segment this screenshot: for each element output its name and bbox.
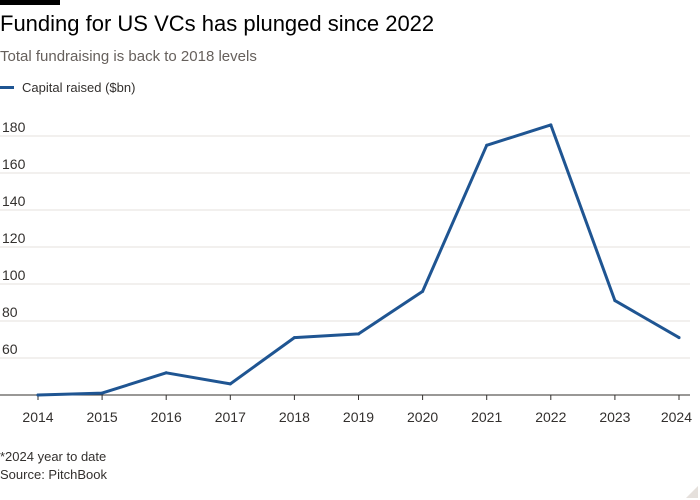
x-tick-label-2017: 2017 — [215, 409, 246, 425]
data-point-2022 — [549, 123, 553, 127]
x-tick-label-2020: 2020 — [407, 409, 438, 425]
footnote: *2024 year to date — [0, 449, 107, 464]
data-point-2018 — [292, 336, 296, 340]
y-axis-ticks: 60 80 100 120 140 160 180 — [2, 119, 26, 357]
legend: Capital raised ($bn) — [0, 80, 135, 95]
y-tick-label-180: 180 — [2, 119, 26, 135]
data-point-2019 — [357, 332, 360, 336]
brand-bar — [0, 0, 60, 5]
y-tick-label-140: 140 — [2, 193, 26, 209]
chart-subtitle: Total fundraising is back to 2018 levels — [0, 48, 257, 65]
y-tick-label-60: 60 — [2, 341, 18, 357]
x-tick-label-2019: 2019 — [343, 409, 374, 425]
data-point-2015 — [100, 391, 104, 395]
x-tick-label-2022: 2022 — [535, 409, 566, 425]
y-tick-label-100: 100 — [2, 267, 26, 283]
source-note: Source: PitchBook — [0, 467, 107, 482]
series-line-0 — [36, 123, 681, 397]
legend-swatch — [0, 86, 14, 89]
x-tick-label-2015: 2015 — [87, 409, 118, 425]
x-tick-label-2014: 2014 — [22, 409, 53, 425]
y-tick-label-120: 120 — [2, 230, 26, 246]
x-tick-label-2018: 2018 — [279, 409, 310, 425]
data-point-2020 — [421, 289, 425, 293]
x-tick-label-2023: 2023 — [599, 409, 630, 425]
gridlines — [0, 135, 690, 359]
y-tick-label-160: 160 — [2, 156, 26, 172]
data-point-2024 — [677, 336, 681, 340]
x-tick-label-2016: 2016 — [151, 409, 182, 425]
data-point-2021 — [485, 143, 489, 147]
x-tick-label-2021: 2021 — [471, 409, 502, 425]
series-lines — [36, 123, 681, 397]
corner-fold-icon — [686, 486, 698, 498]
legend-label: Capital raised ($bn) — [22, 80, 136, 95]
chart-title: Funding for US VCs has plunged since 202… — [0, 11, 435, 36]
x-tick-label-2024: 2024 — [661, 409, 692, 425]
y-tick-label-80: 80 — [2, 304, 18, 320]
data-point-2017 — [228, 382, 232, 386]
data-point-2023 — [613, 299, 617, 303]
data-point-2016 — [164, 371, 168, 375]
data-point-2014 — [36, 393, 40, 397]
x-axis: 2014 2015 2016 2017 2018 2019 2020 2021 2022 2023… — [0, 394, 692, 425]
